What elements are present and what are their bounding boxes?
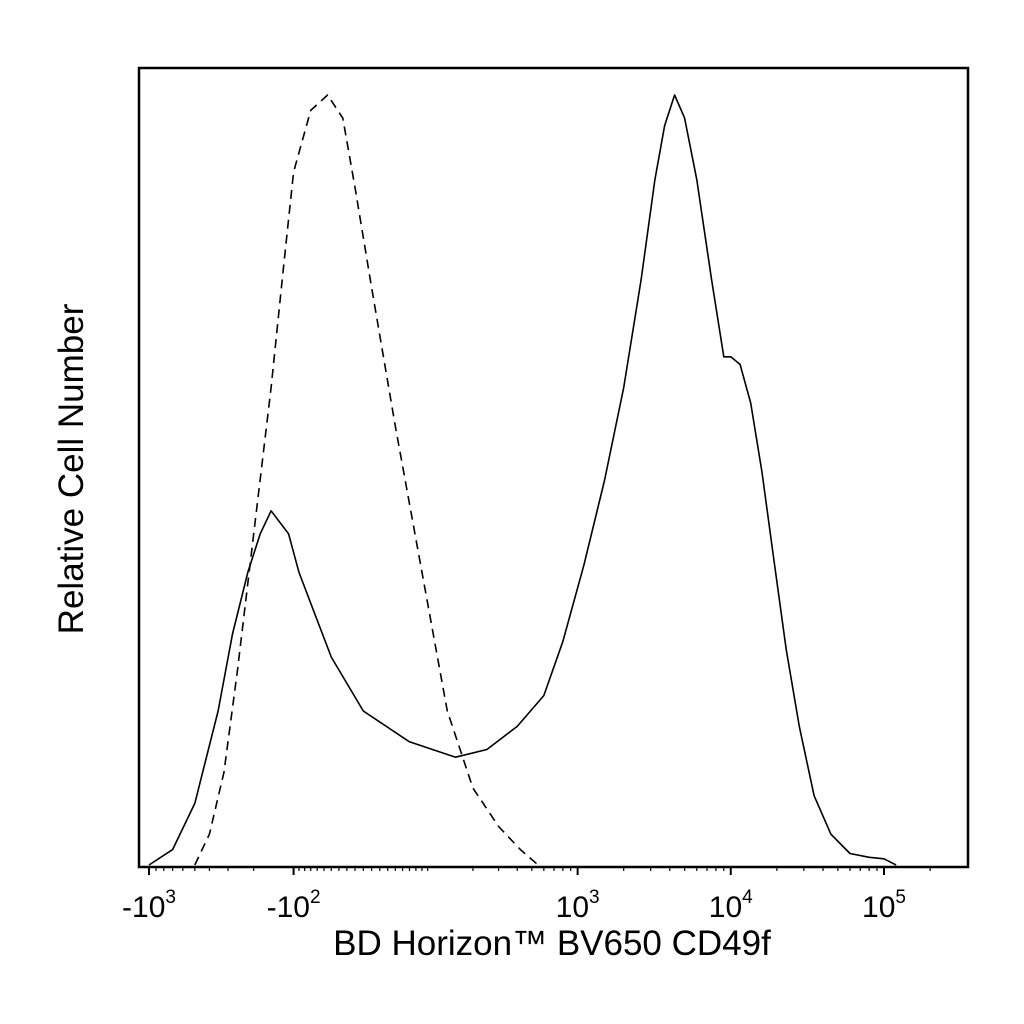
x-tick-label: -102 xyxy=(267,887,321,924)
x-tick-label: -103 xyxy=(122,887,176,924)
series-line-dashed xyxy=(194,94,539,866)
x-minor-ticks xyxy=(155,867,931,871)
x-axis-label: BD Horizon™ BV650 CD49f xyxy=(333,924,771,963)
x-tick-labels: -103 -102 103 104 105 xyxy=(122,887,906,924)
x-tick-label: 103 xyxy=(556,887,600,924)
data-series-group xyxy=(148,94,897,866)
plot-frame xyxy=(137,66,970,869)
x-tick-label: 105 xyxy=(862,887,906,924)
y-axis-label: Relative Cell Number xyxy=(52,303,91,634)
x-major-ticks xyxy=(148,867,885,875)
x-tick-label: 104 xyxy=(709,887,753,924)
series-line-solid xyxy=(148,94,897,866)
